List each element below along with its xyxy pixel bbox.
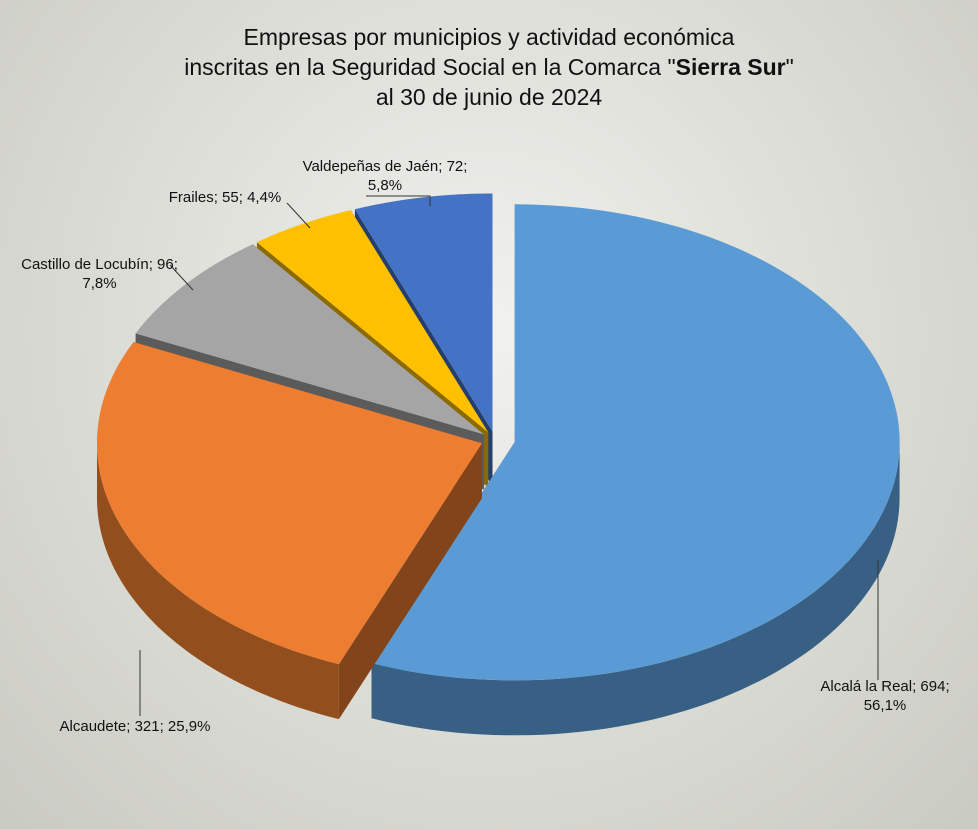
data-label: Alcalá la Real; 694; 56,1% [820,678,950,714]
data-label: Frailes; 55; 4,4% [168,189,282,206]
title-line: Empresas por municipios y actividad econ… [243,24,735,50]
slice-top [97,342,482,665]
slice-side [97,443,339,720]
slice-top [135,244,485,435]
chart-title: Empresas por municipios y actividad econ… [0,22,978,112]
leader-line [169,264,194,291]
slice-side [371,442,900,736]
title-line: al 30 de junio de 2024 [375,84,603,110]
slice-top [371,204,900,681]
title-line: inscritas en la Seguridad Social en la C… [0,52,978,82]
slice [371,204,900,736]
slice-wall [338,443,482,720]
leader-line [286,202,311,229]
data-label: Alcaudete; 321; 25,9% [59,718,211,735]
slice-top [354,193,493,432]
data-label: Valdepeñas de Jaén; 72; 5,8% [302,158,468,194]
title-text: " [785,54,794,80]
title-bold: Sierra Sur [675,54,786,80]
slice-top [256,210,489,433]
data-label: Castillo de Locubín; 96; 7,8% [21,256,178,292]
slice [97,342,482,720]
leader-line [366,195,431,206]
title-text: inscritas en la Seguridad Social en la C… [184,54,676,80]
